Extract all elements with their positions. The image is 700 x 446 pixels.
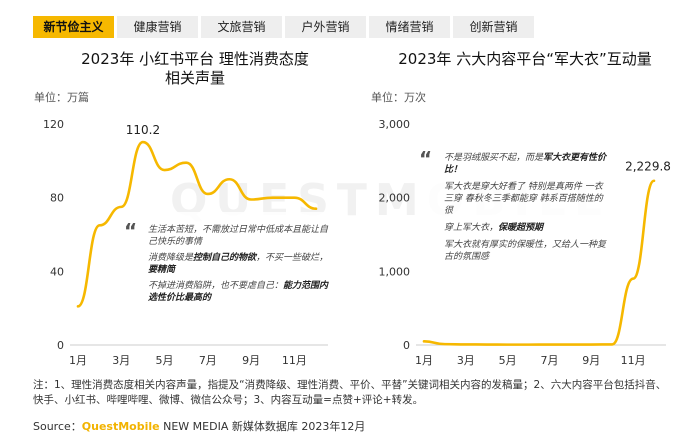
left-annotation-text: 消费降级是控制自己的物欲，不买一些破烂，	[148, 252, 328, 263]
right-x-tick-label: 3月	[457, 354, 475, 367]
left-annotation-text: 要精简	[148, 264, 177, 275]
source-rest: NEW MEDIA 新媒体数据库 2023年12月	[159, 420, 366, 433]
right-annotation-text: 三穿 春秋冬三季都能穿 韩系百搭随性的	[444, 193, 604, 204]
left-y-tick-label: 0	[57, 339, 64, 352]
left-x-tick-label: 5月	[156, 354, 174, 367]
right-annotation-text: 古的氛围感	[444, 251, 491, 262]
right-line-chart: 0 1,000 2,000 3,000 1月 3月 5月 7月 9月 11月 2,229.8 “ 不是羽…	[379, 118, 671, 367]
right-y-tick-label: 1,000	[379, 265, 411, 278]
right-annotation-text: 军大衣就有厚实的保暖性，又给人一种复	[444, 239, 607, 250]
left-annotation-text: 己快乐的事情	[148, 236, 204, 247]
tab-emotion-marketing[interactable]: 情绪营销	[369, 16, 450, 38]
right-quote-icon: “	[419, 147, 432, 171]
right-y-tick-label: 2,000	[379, 192, 411, 205]
right-annotation-text: 比！	[444, 164, 462, 175]
right-chart-unit: 单位：万次	[371, 91, 426, 104]
left-x-tick-label: 3月	[112, 354, 130, 367]
tab-health-marketing[interactable]: 健康营销	[117, 16, 198, 38]
right-annotation-text: 穿上军大衣，保暖超预期	[444, 222, 545, 233]
right-x-tick-label: 7月	[540, 354, 558, 367]
right-annotation-box	[417, 140, 627, 270]
right-y-tick-label: 0	[403, 339, 410, 352]
left-chart-title-line1: 2023年 小红书平台 理性消费态度	[81, 50, 309, 68]
left-y-tick-label: 120	[43, 118, 64, 131]
left-quote-icon: “	[124, 219, 137, 243]
right-annotation-text: 军大衣是穿大好看了 特别是真两件 一衣	[444, 181, 604, 192]
left-annotation-text: 不掉进消费陷阱，也不要虐自己：能力范围内	[148, 280, 329, 291]
source-brand: QuestMobile	[81, 420, 160, 433]
tab-outdoor-marketing[interactable]: 户外营销	[285, 16, 366, 38]
left-y-tick-label: 80	[50, 192, 64, 205]
right-y-tick-label: 3,000	[379, 118, 411, 131]
left-annotation-text: 生活本苦短，不需放过日常中低成本且能让自	[148, 224, 329, 235]
category-tabs: 新节俭主义 健康营销 文旅营销 户外营销 情绪营销 创新营销	[33, 16, 537, 38]
right-x-tick-label: 9月	[582, 354, 600, 367]
source-line: Source：QuestMobile NEW MEDIA 新媒体数据库 2023…	[33, 418, 365, 434]
left-x-tick-label: 9月	[242, 354, 260, 367]
left-chart-unit: 单位：万篇	[34, 91, 89, 104]
left-x-tick-label: 7月	[199, 354, 217, 367]
footnote: 注：1、理性消费态度相关内容声量，指提及“消费降级、理性消费、平价、平替”关键词…	[33, 379, 667, 406]
right-annotation-text: 很	[444, 205, 454, 216]
right-x-tick-label: 11月	[621, 354, 646, 367]
left-line-chart: 0 40 80 120 1月 3月 5月 7月 9月 11月 110.2 “ 生活本苦短，不需放过日常中…	[43, 118, 329, 367]
left-annotation-text: 选性价比最高的	[148, 292, 213, 303]
right-x-tick-label: 1月	[415, 354, 433, 367]
left-x-tick-label: 11月	[282, 354, 307, 367]
tab-new-frugalism[interactable]: 新节俭主义	[33, 16, 114, 38]
left-peak-data-label: 110.2	[126, 123, 160, 137]
tab-innovation-marketing[interactable]: 创新营销	[453, 16, 534, 38]
right-annotation-text: 不是羽绒服买不起，而是军大衣更有性价	[444, 152, 608, 163]
left-chart-title-line2: 相关声量	[164, 69, 225, 87]
left-y-tick-label: 40	[50, 265, 64, 278]
source-label: Source：	[33, 420, 82, 433]
right-end-data-label: 2,229.8	[625, 160, 671, 174]
tab-culture-tourism-marketing[interactable]: 文旅营销	[201, 16, 282, 38]
left-chart-title: 2023年 小红书平台 理性消费态度 相关声量	[40, 50, 350, 88]
left-annotation-box	[122, 212, 334, 320]
right-x-tick-label: 5月	[499, 354, 517, 367]
left-x-tick-label: 1月	[69, 354, 87, 367]
right-chart-title: 2023年 六大内容平台“军大衣”互动量	[398, 50, 652, 68]
